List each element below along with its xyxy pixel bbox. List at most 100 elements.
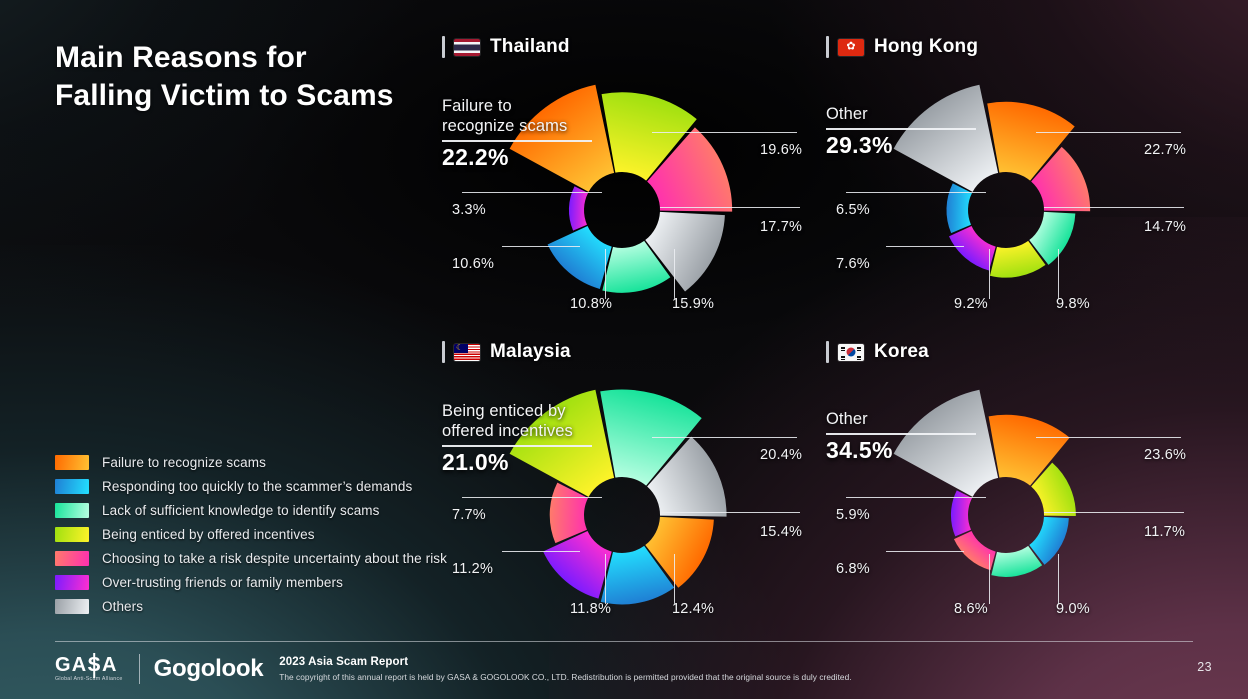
rose-chart-malaysia: [509, 389, 727, 605]
segment-value-label: 14.7%: [1144, 219, 1187, 235]
taegeuk-icon: [846, 347, 856, 357]
segment-value-label: 9.0%: [1056, 601, 1090, 617]
highlighted-segment-category: Other: [826, 410, 868, 428]
gasa-tagline: Global Anti-Scam Alliance: [55, 676, 123, 683]
rose-slice[interactable]: [568, 186, 589, 231]
legend-item: Lack of sufficient knowledge to identify…: [55, 498, 475, 522]
rose-slice[interactable]: [1031, 462, 1076, 517]
rose-slice[interactable]: [950, 490, 973, 537]
highlighted-segment-label: Failure to recognize scams 22.2%: [442, 96, 592, 171]
label-leader-line: [652, 437, 797, 438]
legend-color-swatch: [55, 454, 89, 470]
rose-slice[interactable]: [989, 240, 1046, 278]
trigram-bar: [841, 348, 845, 350]
trigram-bar: [857, 346, 861, 348]
highlighted-label-rule: [826, 128, 976, 130]
chart-header: Korea: [826, 339, 929, 365]
rose-chart-korea: [893, 389, 1076, 577]
header-accent-bar: [442, 341, 445, 363]
gasa-mark-left: GA: [55, 654, 88, 677]
legend-item-label: Others: [102, 598, 144, 614]
rose-slice[interactable]: [645, 516, 714, 588]
rose-slice[interactable]: [991, 545, 1043, 577]
segment-value-label: 6.5%: [836, 202, 870, 218]
rose-slice[interactable]: [601, 92, 697, 181]
label-leader-line: [605, 249, 606, 299]
copyright-notice: The copyright of this annual report is h…: [279, 671, 852, 682]
legend: Failure to recognize scams Responding too…: [55, 450, 475, 618]
page-title: Main Reasons for Falling Victim to Scams: [55, 41, 394, 112]
gasa-logo: GASA Global Anti-Scam Alliance: [55, 655, 123, 682]
rose-slice[interactable]: [600, 389, 702, 486]
gasa-mark-right: A: [101, 654, 118, 677]
label-leader-line: [846, 497, 986, 498]
rose-slice[interactable]: [893, 389, 999, 497]
segment-value-label: 11.7%: [1144, 524, 1186, 540]
segment-value-label: 8.6%: [954, 601, 988, 617]
highlighted-segment-label: Being enticed by offered incentives 21.0%: [442, 401, 592, 476]
rose-slice[interactable]: [893, 84, 999, 192]
report-title: 2023 Asia Scam Report: [279, 656, 409, 669]
legend-item-label: Choosing to take a risk despite uncertai…: [102, 550, 447, 566]
label-leader-line: [1044, 512, 1184, 513]
segment-value-label: 11.2%: [452, 561, 494, 577]
legend-color-swatch: [55, 502, 89, 518]
trigram-bar: [841, 357, 845, 359]
rose-slice[interactable]: [948, 225, 996, 271]
label-leader-line: [660, 207, 800, 208]
highlighted-segment-category: Being enticed by offered incentives: [442, 402, 573, 441]
rose-slice[interactable]: [946, 183, 973, 234]
segment-value-label: 20.4%: [760, 447, 803, 463]
rose-slice[interactable]: [543, 530, 612, 599]
country-name: Thailand: [490, 36, 570, 57]
rose-slice[interactable]: [988, 414, 1070, 486]
rose-slice[interactable]: [647, 436, 727, 517]
footer: GASA Global Anti-Scam Alliance Gogolook …: [55, 650, 852, 688]
rose-slice[interactable]: [600, 545, 675, 605]
rose-slice[interactable]: [509, 84, 615, 192]
rose-slice[interactable]: [602, 240, 671, 293]
segment-value-label: 19.6%: [760, 142, 803, 158]
segment-value-label: 10.8%: [570, 296, 613, 312]
legend-item: Over-trusting friends or family members: [55, 570, 475, 594]
rose-slice[interactable]: [1029, 516, 1069, 565]
rose-chart-thailand: [509, 84, 733, 293]
highlighted-segment-label: Other 29.3%: [826, 104, 976, 159]
highlighted-segment-value: 34.5%: [826, 436, 893, 463]
country-name: Korea: [874, 341, 929, 362]
country-name: Hong Kong: [874, 36, 979, 57]
header-accent-bar: [826, 341, 829, 363]
rose-slice[interactable]: [1029, 211, 1076, 265]
highlighted-segment-category: Failure to recognize scams: [442, 97, 568, 136]
rose-slice[interactable]: [647, 127, 733, 212]
label-leader-line: [462, 497, 602, 498]
segment-value-label: 15.4%: [760, 524, 803, 540]
legend-item-label: Failure to recognize scams: [102, 454, 266, 470]
bauhinia-icon: ✿: [846, 40, 856, 53]
gogolook-logo: Gogolook: [153, 655, 264, 682]
segment-value-label: 12.4%: [672, 601, 715, 617]
label-leader-line: [1058, 554, 1059, 604]
chart-panel-malaysia: Malaysia Being enticed by offered incenti…: [442, 339, 842, 644]
country-name: Malaysia: [490, 341, 571, 362]
label-leader-line: [674, 554, 675, 604]
label-leader-line: [652, 132, 797, 133]
rose-slice[interactable]: [987, 101, 1075, 181]
trigram-bar: [841, 358, 845, 360]
label-leader-line: [605, 554, 606, 604]
highlighted-segment-label: Other 34.5%: [826, 409, 976, 464]
rose-slice[interactable]: [1031, 146, 1091, 212]
label-leader-line: [660, 512, 800, 513]
rose-slice[interactable]: [509, 389, 615, 497]
highlighted-label-rule: [442, 140, 592, 142]
legend-color-swatch: [55, 574, 89, 590]
rose-slice[interactable]: [645, 211, 725, 292]
segment-value-label: 9.2%: [954, 296, 988, 312]
rose-slice[interactable]: [953, 530, 996, 571]
segment-value-label: 6.8%: [836, 561, 870, 577]
rose-slice[interactable]: [547, 225, 612, 289]
label-leader-line: [989, 249, 990, 299]
legend-item: Others: [55, 594, 475, 618]
highlighted-segment-value: 21.0%: [442, 448, 509, 475]
thailand-flag-icon: [454, 38, 480, 56]
